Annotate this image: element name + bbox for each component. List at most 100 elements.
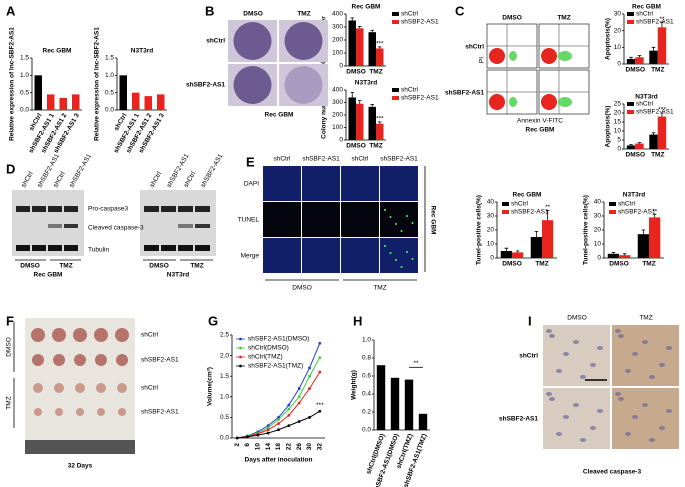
nucleus [597,346,603,350]
error-bar [370,29,375,33]
positive-cell [389,252,392,254]
band [161,206,176,212]
chart-title: N3T3rd [623,192,645,199]
panel-letter: I [528,313,532,328]
quadrant [539,70,589,114]
row-label: shSBF2-AS1 [186,82,225,89]
y-tick-label: 1.0 [20,72,29,79]
bar [635,57,644,64]
lane-label: shCtrl [20,170,35,189]
x-tick-label: 18 [275,443,282,451]
marker [287,424,291,428]
tumor [34,408,42,416]
tumor [31,328,45,342]
column-label: TMZ [557,15,570,22]
bar [635,143,644,149]
y-tick-label: 0 [339,63,343,70]
micrograph [341,166,379,201]
error-bar [357,100,362,104]
panel-letter: G [208,313,218,328]
y-tick-label: 300 [332,24,343,31]
y-tick-label: 200 [332,37,343,44]
x-tick-label: 6 [244,443,251,447]
error-bar [350,92,355,98]
error-bar [370,103,375,107]
marker [297,401,301,405]
legend-swatch [627,110,634,114]
error-bar [660,21,664,28]
nucleus [649,375,655,379]
x-tick-label: 32 [317,443,324,451]
error-bar [651,132,656,135]
nucleus [549,334,555,338]
side-label: Rec GBM [429,206,436,235]
y-tick-label: 0.5 [20,89,29,96]
group-label: TMZ [6,396,13,409]
error-bar [660,112,664,117]
nucleus [615,329,621,333]
ruler [25,440,135,454]
row-label: shSBF2-AS1 [141,357,179,364]
legend-label: shSBF2-AS1(TMZ) [248,363,303,370]
band [161,245,176,251]
marker [318,409,322,413]
legend-swatch [392,20,399,24]
bar [376,365,386,430]
x-tick-label: TMZ [369,143,382,150]
marker [277,422,280,425]
error-bar [637,55,642,58]
x-tick-label: TMZ [642,261,655,268]
error-bar [377,121,382,124]
marker [297,420,301,423]
nucleus [590,363,596,367]
y-axis-label: Relative expression of lnc-SBF2-AS1 [94,27,101,141]
nucleus [666,346,672,350]
nucleus [556,432,562,436]
column-label: DMSO [567,315,587,322]
error-bar [611,252,616,254]
y-tick-label: 10 [594,241,602,248]
marker [266,426,270,430]
nucleus [618,334,624,338]
legend-label: shCtrl(DMSO) [248,345,289,352]
bar [119,75,127,110]
well [284,66,323,104]
y-tick-label: 1.5 [20,55,29,62]
y-tick-label: 1.0 [362,337,371,344]
panel-letter: D [6,161,15,176]
bar [368,32,376,66]
column-label: shSBF2-AS1 [302,156,340,163]
y-tick-label: 300 [332,99,343,106]
bar [542,220,554,258]
y-tick-label: 0.6 [362,373,371,380]
micrograph [380,202,418,237]
error-bar [629,56,633,59]
caption: 32 Days [68,463,93,470]
y-tick-label: 40 [594,199,602,206]
legend-label: shSBF2-AS1 [618,209,656,216]
marker [266,424,270,428]
y-tick-label: 15 [614,119,622,126]
x-tick-label: TMZ [535,261,548,268]
x-tick-label: DMSO [626,152,646,159]
band [32,245,46,251]
marker [318,370,322,374]
bar [657,27,667,64]
positive-cell [400,266,403,268]
band [16,245,30,251]
y-tick-label: 0.8 [362,355,371,362]
group-label: DMSO [20,263,40,270]
tumor [74,354,86,366]
error-bar [637,142,642,144]
panel-letter: C [455,3,465,18]
tumor [55,408,63,416]
nucleus [625,432,631,436]
lane-label: shCtrl [183,170,198,189]
population [541,94,557,110]
error-bar [504,247,509,251]
y-tick-label: 1.5 [105,55,114,62]
y-axis-label: Volume(cm³) [207,367,214,406]
error-bar [629,144,633,146]
band [195,206,210,212]
